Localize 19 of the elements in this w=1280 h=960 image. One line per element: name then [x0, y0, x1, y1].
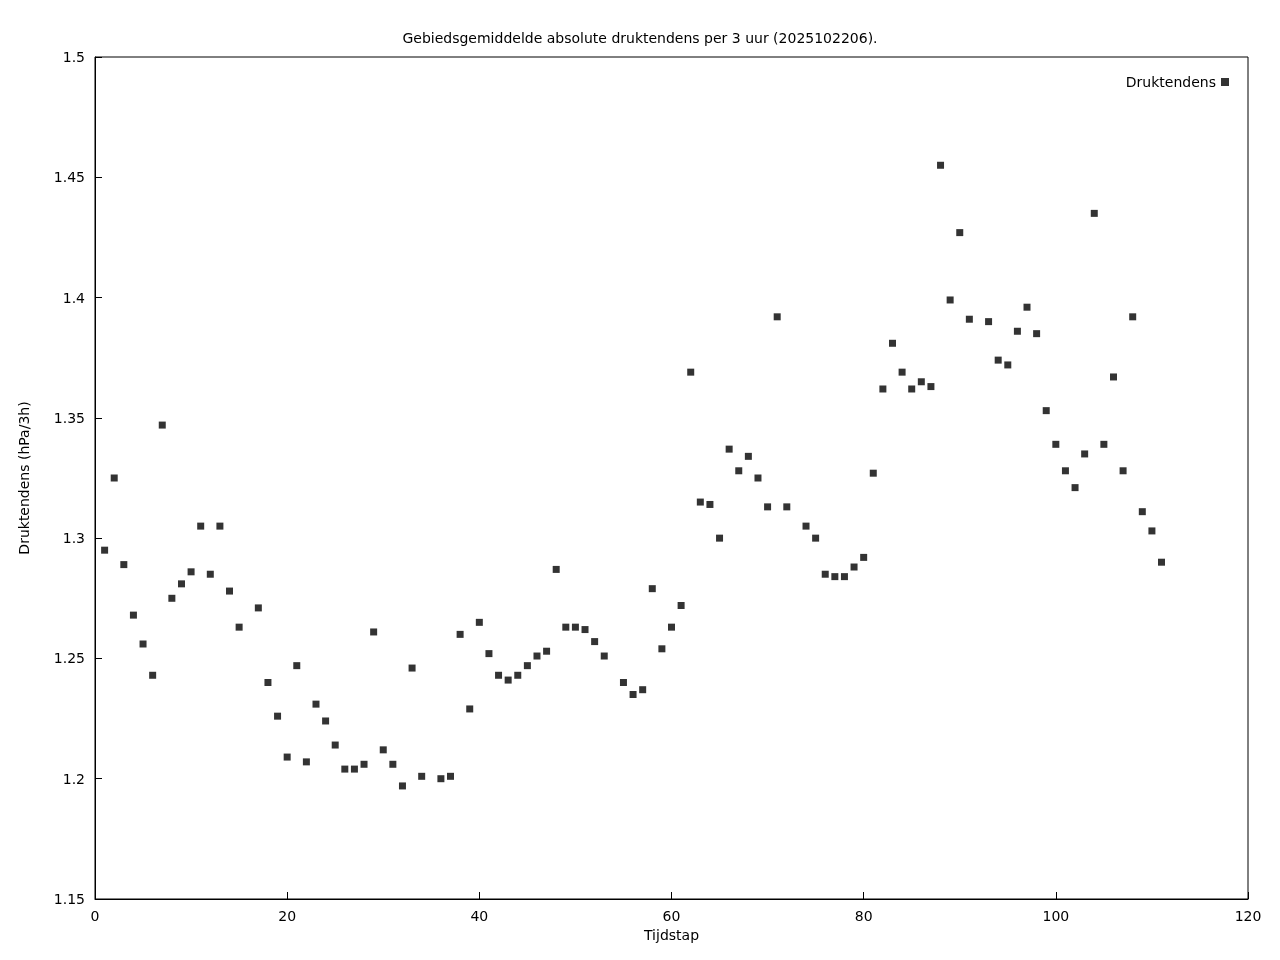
- y-tick-label: 1.25: [53, 650, 85, 667]
- x-tick-label: 60: [662, 908, 681, 924]
- x-tick-label: 40: [470, 908, 489, 924]
- x-tick-label: 120: [1234, 908, 1262, 924]
- y-tick-label: 1.2: [62, 770, 85, 787]
- x-tick-label: 20: [278, 908, 297, 924]
- y-tick-label: 1.35: [53, 409, 85, 426]
- y-tick-label: 1.15: [53, 891, 85, 907]
- y-tick-label: 1.4: [62, 289, 86, 306]
- x-axis-title: Tijdstap: [642, 926, 700, 943]
- x-tick-label: 100: [1042, 908, 1070, 924]
- y-tick-label: 1.45: [53, 169, 85, 186]
- chart-title: Gebiedsgemiddelde absolute druktendens per 3 uur (2025102206).: [402, 30, 878, 46]
- y-axis-title: Druktendens (hPa/3h): [16, 401, 32, 555]
- x-tick-label: 0: [90, 908, 100, 924]
- legend-label: Druktendens: [1125, 74, 1216, 90]
- y-tick-label: 1.3: [62, 530, 85, 547]
- x-tick-label: 80: [854, 908, 873, 924]
- y-tick-label: 1.5: [62, 49, 85, 65]
